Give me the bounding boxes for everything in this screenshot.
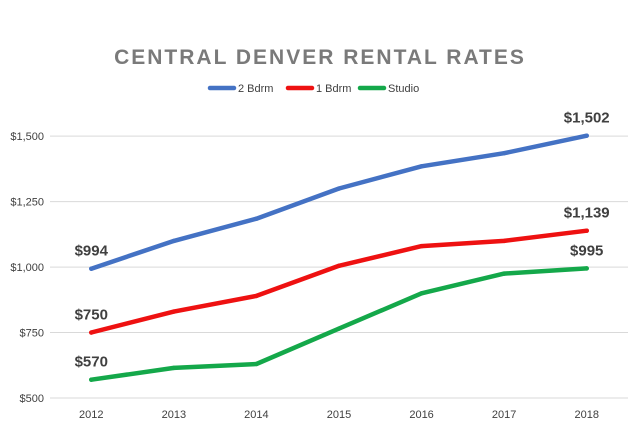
data-point xyxy=(584,133,589,138)
data-point xyxy=(254,361,259,367)
y-tick-label: $1,500 xyxy=(10,131,44,143)
legend: 2 Bdrm 1 Bdrm Studio xyxy=(207,83,419,95)
y-tick-label: $1,250 xyxy=(10,197,44,209)
data-point xyxy=(501,238,507,244)
legend-item-2-bdrm: 2 Bdrm xyxy=(207,83,273,95)
series-line-2-bdrm xyxy=(89,133,589,271)
data-label: $1,139 xyxy=(564,205,610,222)
data-point xyxy=(89,266,94,271)
x-tick-label: 2016 xyxy=(409,409,433,421)
data-point xyxy=(419,243,424,249)
legend-item-studio: Studio xyxy=(357,83,419,95)
data-point xyxy=(336,263,342,268)
data-point xyxy=(89,330,94,335)
y-tick-label: $500 xyxy=(20,393,44,405)
y-tick-label: $1,000 xyxy=(10,262,44,274)
legend-label: 2 Bdrm xyxy=(238,83,273,95)
x-axis: 2012 2013 2014 2015 2016 2017 2018 xyxy=(79,409,599,421)
series-line-studio xyxy=(89,266,589,382)
data-point xyxy=(584,266,589,271)
data-labels: $994 $1,502 $750 $1,139 $570 $995 xyxy=(75,110,610,371)
data-label: $1,502 xyxy=(564,110,610,127)
x-tick-label: 2018 xyxy=(574,409,598,421)
data-point xyxy=(89,377,94,382)
data-label: $570 xyxy=(75,354,108,371)
data-label: $995 xyxy=(570,242,603,259)
data-label: $750 xyxy=(75,307,108,324)
data-point xyxy=(419,164,424,169)
legend-label: 1 Bdrm xyxy=(316,83,351,95)
data-point xyxy=(336,186,342,191)
data-point xyxy=(254,293,259,299)
data-point xyxy=(501,151,507,156)
legend-item-1-bdrm: 1 Bdrm xyxy=(285,83,351,95)
data-point xyxy=(171,365,177,371)
y-tick-label: $750 xyxy=(20,328,44,340)
y-axis: $500 $750 $1,000 $1,250 $1,500 xyxy=(10,131,44,405)
data-point xyxy=(171,309,177,314)
x-tick-label: 2015 xyxy=(327,409,351,421)
data-point xyxy=(501,271,507,276)
data-point xyxy=(171,238,177,244)
chart-title: CENTRAL DENVER RENTAL RATES xyxy=(114,46,526,69)
x-tick-label: 2014 xyxy=(244,409,268,421)
data-point xyxy=(336,326,342,331)
x-tick-label: 2013 xyxy=(162,409,186,421)
data-label: $994 xyxy=(75,243,109,260)
x-tick-label: 2017 xyxy=(492,409,516,421)
x-tick-label: 2012 xyxy=(79,409,103,421)
data-point xyxy=(419,291,424,296)
legend-label: Studio xyxy=(388,83,419,95)
series-lines xyxy=(89,133,589,382)
data-point xyxy=(254,216,259,221)
data-point xyxy=(584,228,589,233)
